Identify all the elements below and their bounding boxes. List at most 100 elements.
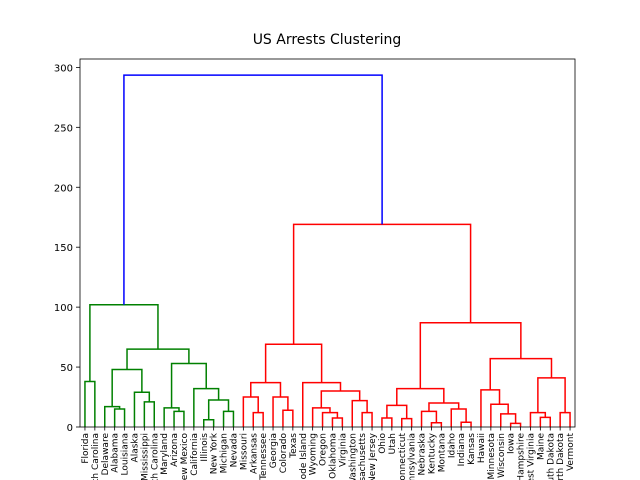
leaf-label: Louisiana (121, 433, 131, 476)
leaf-label: South Carolina (150, 433, 160, 480)
link (430, 422, 443, 427)
link (193, 387, 220, 427)
link (386, 404, 408, 419)
link (539, 416, 551, 427)
link (500, 413, 517, 427)
link (203, 419, 215, 427)
link (331, 417, 344, 427)
link (272, 396, 289, 427)
link (84, 380, 96, 427)
leaf-label: South Dakota (546, 433, 556, 480)
link (420, 410, 438, 427)
leaf-label: Arkansas (249, 433, 259, 474)
leaf-label: Missouri (239, 433, 249, 470)
y-tick-label: 250 (54, 123, 73, 134)
leaf-label: Rhode Island (299, 433, 309, 480)
link (250, 381, 282, 398)
link (173, 410, 185, 427)
leaf-label: Wyoming (309, 433, 319, 475)
link (529, 411, 547, 427)
link (282, 409, 294, 427)
leaf-label: Ohio (378, 433, 388, 454)
leaf-label: Connecticut (398, 433, 408, 480)
y-tick-label: 100 (54, 303, 73, 314)
y-tick-label: 200 (54, 183, 73, 194)
link (113, 408, 126, 427)
leaf-label: Florida (81, 433, 91, 464)
leaf-label: North Dakota (556, 433, 566, 480)
link (207, 399, 230, 420)
leaf-label: Hawaii (477, 433, 487, 463)
leaf-label: New Mexico (180, 433, 190, 480)
leaf-label: New Hampshire (517, 433, 527, 480)
leaf-label: Wisconsin (497, 433, 507, 478)
link (428, 402, 460, 412)
y-tick-label: 150 (54, 243, 73, 254)
link (509, 422, 522, 427)
link (163, 407, 180, 427)
link (123, 74, 383, 305)
y-tick-label: 0 (67, 423, 73, 434)
leaf-label: Georgia (269, 433, 279, 468)
leaf-label: Tennessee (259, 433, 269, 480)
link (490, 403, 509, 427)
leaf-label: Kentucky (427, 432, 437, 474)
leaf-label: Washington (348, 433, 358, 480)
link (419, 321, 522, 389)
leaf-label: Maine (536, 433, 546, 460)
leaf-label: Massachusetts (358, 433, 368, 480)
link (133, 391, 151, 427)
leaf-label: Virginia (338, 433, 348, 467)
link (321, 411, 339, 427)
link (537, 377, 566, 413)
link (252, 411, 264, 427)
plot-frame (79, 58, 576, 428)
leaf-label: Alabama (111, 433, 121, 473)
leaf-label: Minnesota (487, 433, 497, 479)
link (381, 417, 393, 427)
link (559, 411, 571, 427)
link (242, 396, 259, 427)
leaf-label: Nevada (229, 433, 239, 467)
leaf-label: West Virginia (526, 433, 536, 480)
chart-title: US Arrests Clustering (253, 32, 402, 48)
y-tick-label: 300 (54, 63, 73, 74)
leaf-label: Montana (437, 433, 447, 472)
y-tick-label: 50 (60, 363, 73, 374)
leaf-label: Indiana (457, 433, 467, 466)
leaf-label: Maryland (160, 433, 170, 475)
leaf-label: Mississippi (140, 433, 150, 480)
leaf-label: North Carolina (91, 433, 101, 480)
leaf-label: California (190, 433, 200, 476)
link (450, 408, 467, 427)
leaf-label: Illinois (200, 433, 210, 462)
leaf-label: Vermont (566, 433, 576, 472)
leaf-label: Kansas (467, 433, 477, 465)
link (460, 421, 472, 427)
link (361, 411, 373, 427)
leaf-label: New York (210, 432, 220, 474)
link (401, 417, 413, 427)
leaf-label: Michigan (220, 433, 230, 473)
leaf-label: Delaware (101, 433, 111, 476)
leaf-label: Texas (289, 433, 299, 459)
link (396, 387, 445, 406)
leaf-label: Pennsylvania (408, 433, 418, 480)
link (170, 362, 207, 408)
link (143, 401, 155, 427)
leaf-label: Oregon (319, 433, 329, 466)
leaf-label: Idaho (447, 433, 457, 459)
leaf-label: Colorado (279, 433, 289, 474)
link (292, 223, 472, 345)
leaf-label: Nebraska (418, 433, 428, 475)
leaf-label: New Jersey (368, 432, 378, 480)
link (111, 368, 143, 407)
leaf-label: Utah (388, 433, 398, 454)
link (320, 390, 361, 408)
link (351, 399, 368, 427)
leaf-label: Alaska (130, 433, 140, 462)
leaf-label: Arizona (170, 433, 180, 467)
link (126, 348, 190, 370)
link (489, 357, 553, 390)
